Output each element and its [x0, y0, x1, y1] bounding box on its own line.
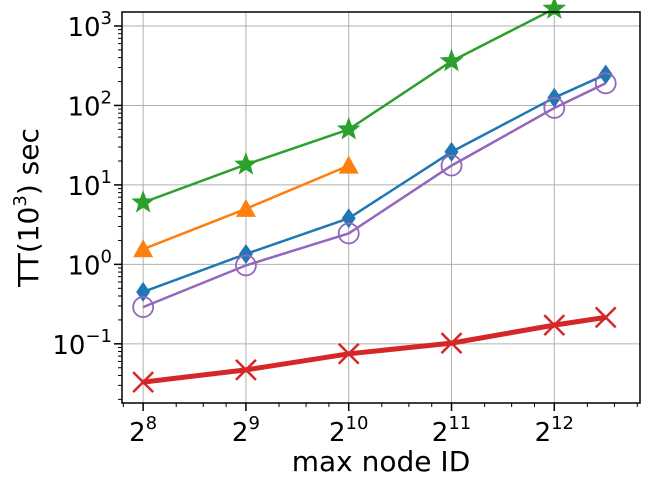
x-tick-exp: 9	[248, 413, 259, 434]
series-5	[132, 306, 617, 393]
y-axis-title: TT(103) sec	[10, 128, 45, 288]
x-marker-stroke	[543, 314, 566, 336]
y-tick-label: 102	[67, 87, 112, 122]
x-tick-label: 28	[129, 413, 157, 448]
circle-marker	[543, 97, 566, 119]
circle-marker	[235, 254, 257, 277]
x-tick-exp: 12	[551, 413, 574, 434]
y-tick-label: 103	[67, 8, 112, 43]
y-tick-base: 10	[52, 331, 85, 361]
x-tick-base: 2	[329, 418, 346, 448]
series-2	[133, 155, 359, 258]
circle-marker	[132, 296, 155, 318]
y-tick-exp: 3	[101, 8, 112, 29]
x-axis-title: max node ID	[292, 445, 471, 478]
x-marker-stroke	[132, 371, 155, 393]
y-tick-label: 100	[67, 246, 112, 281]
star-marker	[336, 116, 361, 140]
x-tick-base: 2	[535, 418, 552, 448]
triangle-marker	[235, 198, 256, 217]
grid	[122, 12, 640, 403]
triangle-marker	[338, 155, 359, 174]
circle-marker	[594, 72, 617, 95]
x-tick-exp: 10	[346, 413, 369, 434]
x-tick-exp: 11	[448, 413, 471, 434]
x-marker-stroke	[440, 332, 463, 355]
y-tick-exp: −1	[85, 326, 112, 347]
x-tick-base: 2	[232, 418, 249, 448]
y-tick-base: 10	[67, 172, 100, 202]
x-tick-label: 212	[535, 413, 574, 448]
x-tick-base: 2	[432, 418, 449, 448]
y-axis-title-sup: 3	[10, 195, 31, 206]
x-marker-stroke	[594, 306, 617, 329]
plot-frame	[121, 11, 641, 404]
series-line	[142, 73, 607, 294]
x-marker-stroke	[337, 342, 360, 365]
diamond-marker	[238, 244, 253, 265]
y-tick-base: 10	[67, 251, 100, 281]
series-layer	[131, 0, 617, 393]
circle-marker	[440, 154, 463, 177]
y-tick-exp: 0	[101, 246, 112, 267]
y-tick-label: 10−1	[52, 326, 112, 361]
circle-marker	[337, 222, 360, 245]
y-tick-base: 10	[67, 92, 100, 122]
star-marker	[234, 152, 258, 175]
star-marker	[542, 0, 567, 19]
star-marker	[439, 48, 464, 72]
y-axis-title-pre: TT(10	[12, 207, 45, 288]
diamond-marker	[598, 64, 613, 85]
y-axis-title-post: ) sec	[12, 128, 45, 195]
x-tick-label: 29	[232, 413, 260, 448]
x-tick-label: 211	[432, 413, 471, 448]
series-4	[132, 72, 617, 318]
series-3	[136, 64, 613, 302]
x-tick-exp: 8	[146, 413, 157, 434]
star-marker	[131, 190, 155, 213]
ticks	[114, 25, 638, 411]
y-tick-label: 101	[67, 167, 112, 202]
series-line	[142, 82, 607, 309]
series-1	[131, 0, 567, 213]
y-tick-exp: 2	[101, 87, 112, 108]
y-tick-base: 10	[67, 13, 100, 43]
x-marker-stroke	[235, 358, 257, 381]
x-tick-label: 210	[329, 413, 368, 448]
triangle-marker	[133, 239, 154, 258]
diamond-marker	[444, 141, 459, 162]
series-line	[142, 314, 607, 385]
x-tick-base: 2	[129, 418, 146, 448]
y-tick-exp: 1	[101, 167, 112, 188]
